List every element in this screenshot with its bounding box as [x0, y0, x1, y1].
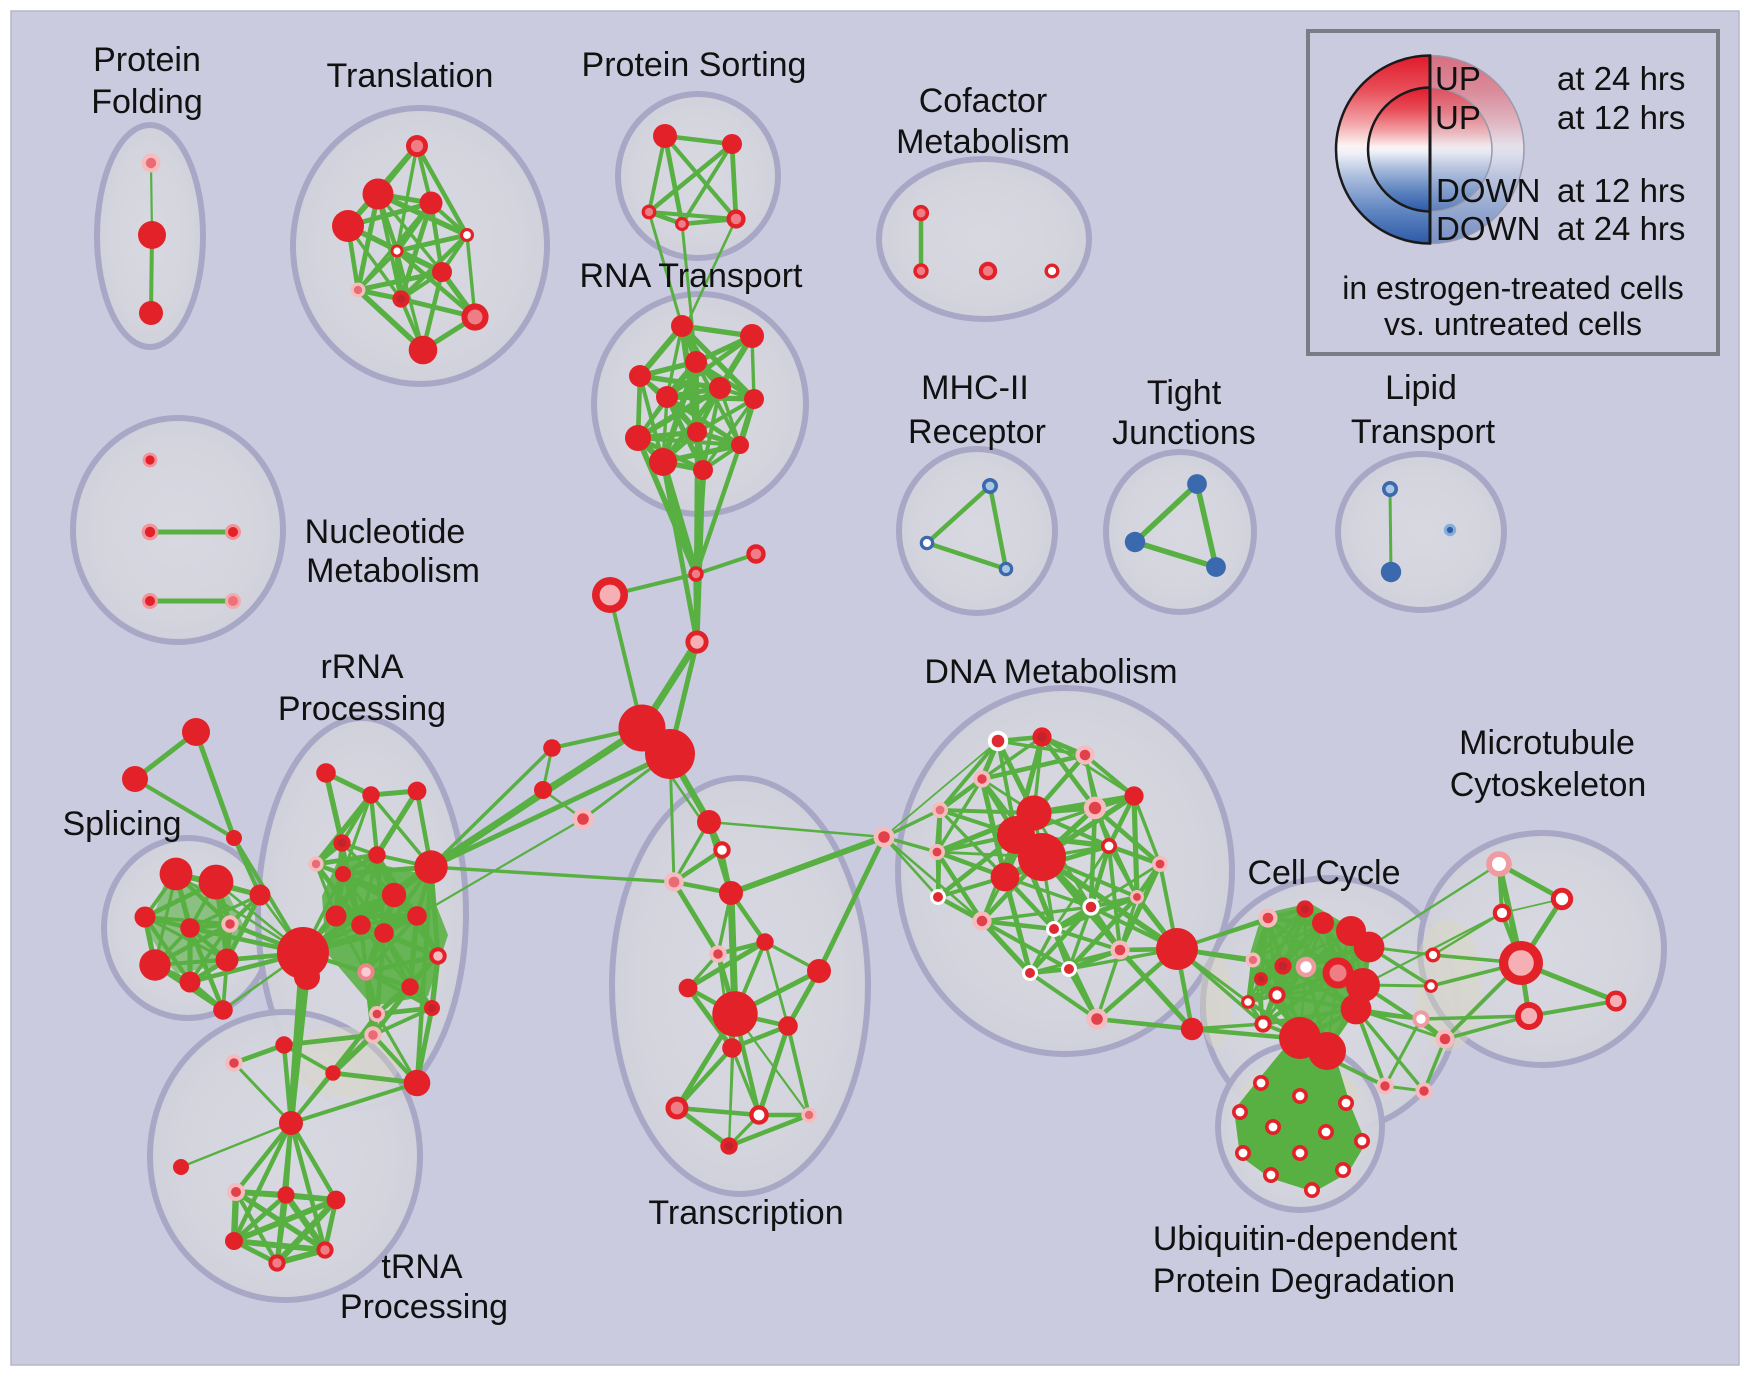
- svg-text:Metabolism: Metabolism: [306, 552, 480, 590]
- svg-text:Metabolism: Metabolism: [896, 123, 1070, 161]
- svg-text:Microtubule: Microtubule: [1459, 724, 1635, 762]
- svg-text:MHC-II: MHC-II: [921, 369, 1029, 407]
- svg-text:Cell Cycle: Cell Cycle: [1247, 854, 1400, 892]
- svg-text:Processing: Processing: [340, 1288, 508, 1326]
- svg-text:DOWN: DOWN: [1436, 172, 1540, 209]
- svg-text:Transcription: Transcription: [648, 1194, 843, 1232]
- svg-text:Transport: Transport: [1351, 413, 1496, 451]
- svg-text:Cofactor: Cofactor: [919, 82, 1048, 120]
- svg-text:Junctions: Junctions: [1112, 414, 1256, 452]
- svg-text:at 24 hrs: at 24 hrs: [1557, 60, 1685, 97]
- svg-text:at 12 hrs: at 12 hrs: [1557, 172, 1685, 209]
- svg-text:UP: UP: [1435, 99, 1481, 136]
- svg-text:Lipid: Lipid: [1385, 369, 1457, 407]
- svg-text:Processing: Processing: [278, 690, 446, 728]
- svg-text:Receptor: Receptor: [908, 413, 1046, 451]
- svg-text:at 12 hrs: at 12 hrs: [1557, 99, 1685, 136]
- svg-text:vs. untreated cells: vs. untreated cells: [1384, 306, 1642, 342]
- svg-text:DOWN: DOWN: [1436, 210, 1540, 247]
- svg-text:at 24 hrs: at 24 hrs: [1557, 210, 1685, 247]
- svg-text:DNA Metabolism: DNA Metabolism: [924, 653, 1177, 691]
- svg-text:Cytoskeleton: Cytoskeleton: [1450, 766, 1647, 804]
- svg-text:Protein: Protein: [93, 41, 201, 79]
- svg-text:Nucleotide: Nucleotide: [305, 513, 466, 551]
- svg-text:in estrogen-treated cells: in estrogen-treated cells: [1342, 270, 1684, 306]
- svg-text:UP: UP: [1435, 60, 1481, 97]
- svg-text:Splicing: Splicing: [62, 805, 181, 843]
- svg-text:tRNA: tRNA: [381, 1248, 463, 1286]
- svg-text:Protein Degradation: Protein Degradation: [1153, 1262, 1455, 1300]
- svg-text:Tight: Tight: [1147, 374, 1222, 412]
- svg-text:Protein Sorting: Protein Sorting: [582, 46, 807, 84]
- svg-text:rRNA: rRNA: [320, 648, 403, 686]
- svg-text:RNA Transport: RNA Transport: [580, 257, 804, 295]
- svg-text:Folding: Folding: [91, 83, 203, 121]
- svg-text:Translation: Translation: [327, 57, 494, 95]
- svg-text:Ubiquitin-dependent: Ubiquitin-dependent: [1153, 1220, 1458, 1258]
